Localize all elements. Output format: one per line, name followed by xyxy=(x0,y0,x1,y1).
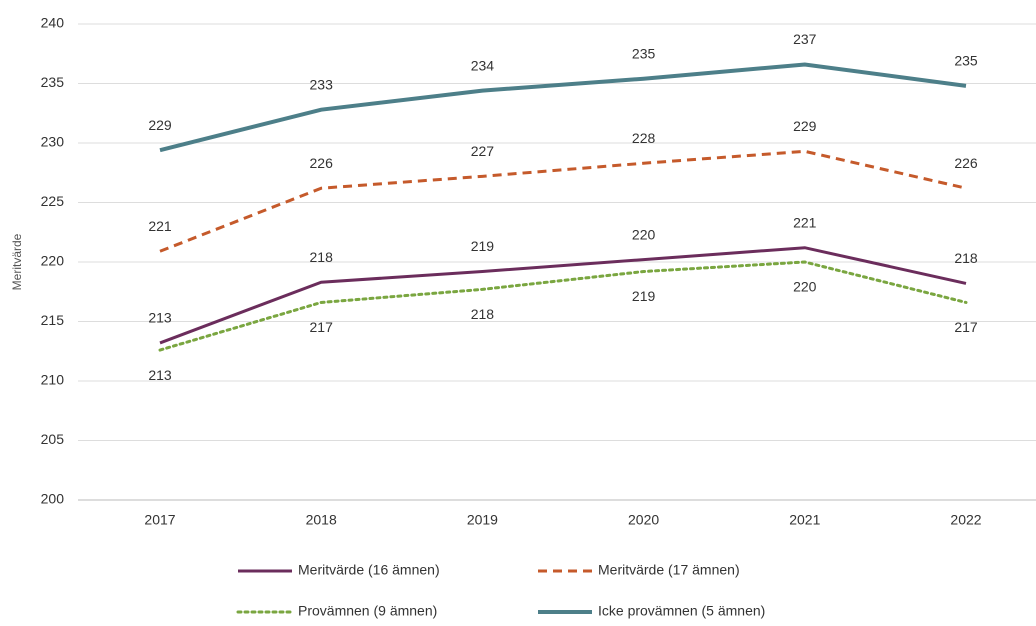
series-line xyxy=(159,246,967,345)
data-label: 237 xyxy=(793,31,817,47)
data-label: 217 xyxy=(310,319,334,335)
data-label: 226 xyxy=(954,155,978,171)
data-label: 226 xyxy=(310,155,334,171)
data-label: 229 xyxy=(148,117,172,133)
y-tick-label: 205 xyxy=(41,431,65,447)
series-line xyxy=(159,149,967,253)
y-tick-label: 220 xyxy=(41,253,65,269)
data-label: 235 xyxy=(632,45,656,61)
data-label: 227 xyxy=(471,143,495,159)
data-label: 228 xyxy=(632,130,656,146)
x-tick-label: 2021 xyxy=(789,512,820,528)
data-label: 218 xyxy=(471,306,495,322)
legend-label: Meritvärde (16 ämnen) xyxy=(298,562,440,578)
data-label: 229 xyxy=(793,118,817,134)
data-label: 219 xyxy=(471,238,495,254)
data-label: 218 xyxy=(310,249,334,265)
y-tick-label: 215 xyxy=(41,312,65,328)
x-tick-label: 2020 xyxy=(628,512,659,528)
y-tick-label: 235 xyxy=(41,74,65,90)
y-tick-label: 200 xyxy=(41,491,65,507)
x-tick-label: 2022 xyxy=(950,512,981,528)
y-axis-label: Meritvärde xyxy=(10,233,24,290)
series-line xyxy=(158,260,968,352)
y-tick-label: 240 xyxy=(41,15,65,31)
x-tick-label: 2019 xyxy=(467,512,498,528)
y-tick-label: 210 xyxy=(41,372,65,388)
x-tick-label: 2018 xyxy=(306,512,337,528)
x-tick-label: 2017 xyxy=(144,512,175,528)
data-label: 213 xyxy=(148,367,172,383)
data-label: 217 xyxy=(954,319,978,335)
legend-label: Provämnen (9 ämnen) xyxy=(298,603,437,619)
data-label: 220 xyxy=(632,226,656,242)
y-tick-label: 230 xyxy=(41,134,65,150)
data-label: 219 xyxy=(632,288,656,304)
data-label: 233 xyxy=(310,76,334,92)
data-label: 213 xyxy=(148,310,172,326)
data-label: 221 xyxy=(148,218,172,234)
series-line xyxy=(159,62,967,153)
data-label: 234 xyxy=(471,57,495,73)
legend-label: Meritvärde (17 ämnen) xyxy=(598,562,740,578)
data-label: 221 xyxy=(793,214,817,230)
y-tick-label: 225 xyxy=(41,193,65,209)
data-label: 235 xyxy=(954,53,978,69)
data-label: 218 xyxy=(954,250,978,266)
legend-label: Icke provämnen (5 ämnen) xyxy=(598,603,765,619)
data-label: 220 xyxy=(793,279,817,295)
